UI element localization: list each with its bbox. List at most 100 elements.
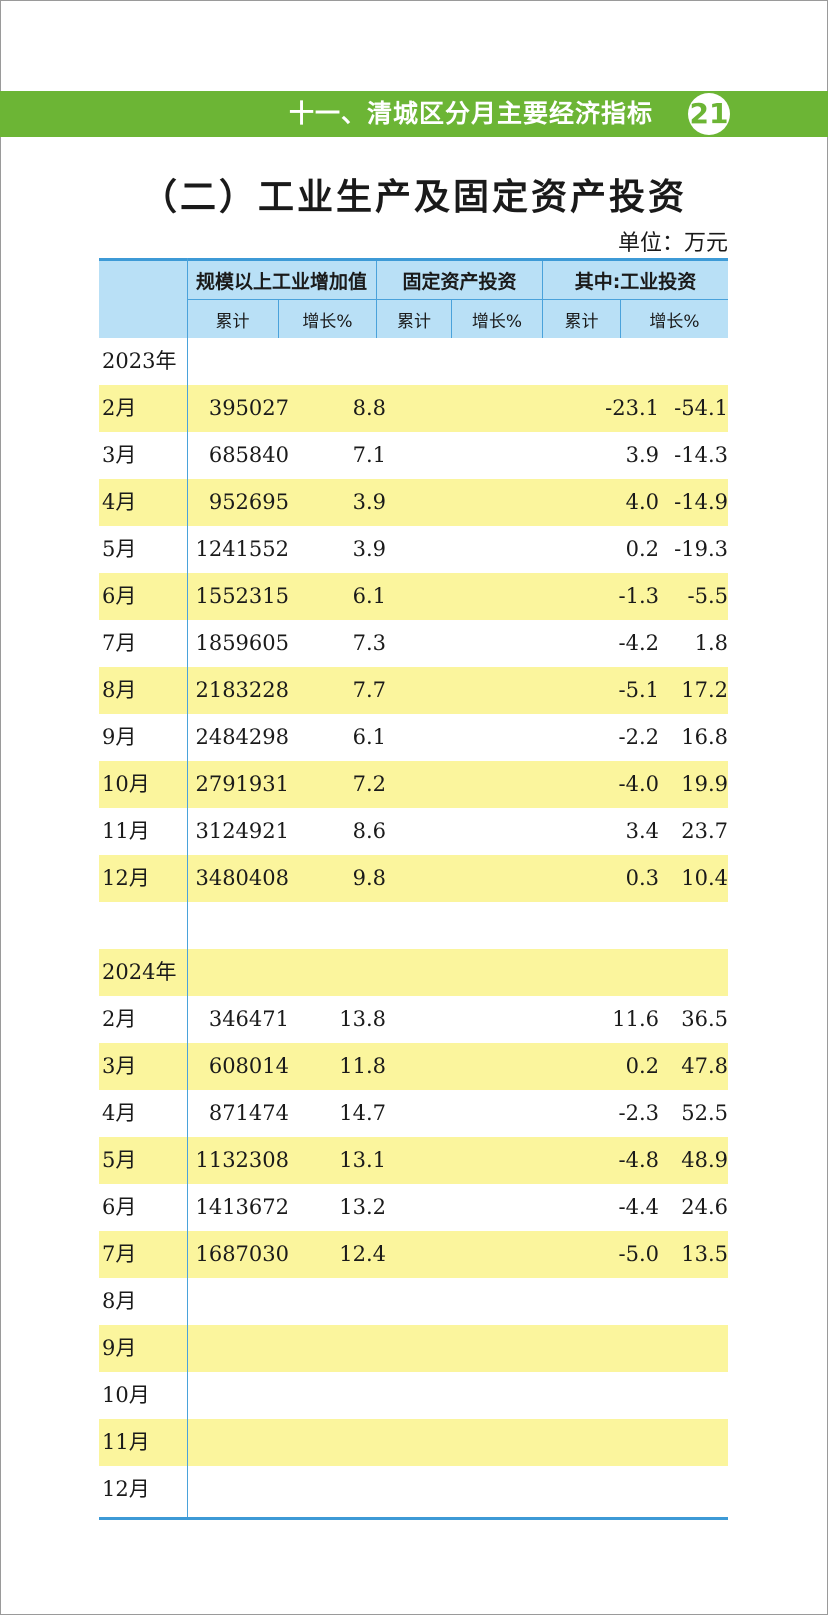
- row-label: 7月: [102, 631, 137, 655]
- row-label: 4月: [102, 490, 137, 514]
- cell-growth-value-added: 7.3: [352, 631, 386, 655]
- row-label: 2023年: [102, 349, 177, 373]
- row-label: 11月: [102, 819, 150, 843]
- cell-growth-value-added: 6.1: [352, 584, 386, 608]
- cell-growth-industrial-investment: 48.9: [681, 1148, 728, 1172]
- cell-growth-fixed-investment: -4.4: [618, 1195, 660, 1219]
- cell-growth-industrial-investment: [539, 1278, 728, 1325]
- table-row: 12月 3480408 9.8 0.3 10.4: [99, 855, 728, 902]
- row-label: 11月: [102, 1430, 150, 1454]
- cell-growth-value-added: 11.8: [339, 1054, 386, 1078]
- row-label: 3月: [102, 443, 137, 467]
- table-row: 7月 1687030 12.4 -5.0 13.5: [99, 1231, 728, 1278]
- cell-growth-fixed-investment: 3.4: [625, 819, 659, 843]
- cell-growth-industrial-investment: 47.8: [681, 1054, 728, 1078]
- subheader-cumulative-1: 累计: [215, 311, 250, 332]
- cell-growth-value-added: [289, 902, 386, 949]
- cell-growth-fixed-investment: -2.2: [618, 725, 660, 749]
- table-row: 3月 685840 7.1 3.9 -14.3: [99, 432, 728, 479]
- cell-cumulative-value-added: [190, 1372, 289, 1419]
- cell-growth-industrial-investment: [539, 1466, 728, 1513]
- cell-growth-fixed-investment: 3.9: [625, 443, 659, 467]
- label-column-divider: [187, 258, 188, 1518]
- cell-growth-fixed-investment: -4.8: [618, 1148, 660, 1172]
- cell-cumulative-value-added: 346471: [208, 1007, 289, 1031]
- cell-growth-industrial-investment: -14.3: [674, 443, 728, 467]
- cell-cumulative-value-added: 608014: [208, 1054, 289, 1078]
- cell-growth-industrial-investment: -54.1: [674, 396, 728, 420]
- cell-growth-industrial-investment: -14.9: [674, 490, 728, 514]
- table-row: 11月: [99, 1419, 728, 1466]
- cell-cumulative-value-added: 2183228: [195, 678, 289, 702]
- cell-cumulative-value-added: 3124921: [195, 819, 289, 843]
- row-label: 10月: [102, 772, 150, 796]
- subheader-cumulative-3: 累计: [542, 300, 620, 338]
- table-body: 2023年 2月 395027 8.8 -23.1 -54.1 3月 685840 7.1 3.9…: [99, 338, 728, 1513]
- page-title: （二）工业生产及固定资产投资: [140, 177, 687, 218]
- cell-cumulative-value-added: 1241552: [195, 537, 289, 561]
- cell-growth-value-added: 14.7: [339, 1101, 386, 1125]
- cell-growth-industrial-investment: 13.5: [681, 1242, 728, 1266]
- cell-growth-industrial-investment: 52.5: [681, 1101, 728, 1125]
- row-label: 4月: [102, 1101, 137, 1125]
- cell-growth-industrial-investment: 16.8: [681, 725, 728, 749]
- header-industrial-investment: 其中:工业投资: [542, 261, 728, 300]
- cell-cumulative-value-added: 952695: [208, 490, 289, 514]
- cell-cumulative-value-added: 1413672: [195, 1195, 289, 1219]
- cell-growth-value-added: 7.1: [352, 443, 386, 467]
- table-row: 7月 1859605 7.3 -4.2 1.8: [99, 620, 728, 667]
- cell-growth-industrial-investment: [539, 1419, 728, 1466]
- cell-growth-value-added: [289, 1372, 386, 1419]
- cell-growth-value-added: 13.8: [339, 1007, 386, 1031]
- cell-cumulative-value-added: 2484298: [195, 725, 289, 749]
- cell-cumulative-value-added: 685840: [208, 443, 289, 467]
- cell-growth-fixed-investment: 4.0: [625, 490, 659, 514]
- cell-growth-industrial-investment: 1.8: [694, 631, 728, 655]
- row-label: 3月: [102, 1054, 137, 1078]
- cell-growth-fixed-investment: -5.1: [618, 678, 660, 702]
- cell-growth-industrial-investment: 17.2: [681, 678, 728, 702]
- cell-growth-fixed-investment: -1.3: [618, 584, 660, 608]
- table-row: 12月: [99, 1466, 728, 1513]
- unit-label: 单位：万元: [617, 231, 728, 256]
- cell-growth-value-added: [289, 1419, 386, 1466]
- cell-cumulative-value-added: 2791931: [195, 772, 289, 796]
- cell-growth-industrial-investment: 19.9: [681, 772, 728, 796]
- cell-growth-value-added: 8.8: [352, 396, 386, 420]
- cell-cumulative-value-added: 1687030: [195, 1242, 289, 1266]
- row-label: 2月: [102, 1007, 137, 1031]
- cell-growth-value-added: 3.9: [352, 537, 386, 561]
- table-row: 10月 2791931 7.2 -4.0 19.9: [99, 761, 728, 808]
- row-label: [102, 902, 184, 949]
- cell-cumulative-value-added: 1859605: [195, 631, 289, 655]
- cell-growth-value-added: [289, 949, 386, 996]
- cell-cumulative-value-added: 1132308: [195, 1148, 289, 1172]
- cell-growth-industrial-investment: [539, 1325, 728, 1372]
- cell-growth-fixed-investment: -5.0: [618, 1242, 660, 1266]
- cell-growth-value-added: 3.9: [352, 490, 386, 514]
- row-label: 12月: [102, 1477, 150, 1501]
- cell-cumulative-value-added: [190, 949, 289, 996]
- cell-growth-value-added: [289, 338, 386, 385]
- cell-growth-fixed-investment: 0.2: [625, 1054, 659, 1078]
- cell-cumulative-value-added: 395027: [208, 396, 289, 420]
- row-label: 5月: [102, 537, 137, 561]
- table-header: 规模以上工业增加值 固定资产投资 其中:工业投资 累计 增长% 累计 增长% 累…: [99, 258, 728, 338]
- row-label: 6月: [102, 584, 137, 608]
- table-row: 2月 395027 8.8 -23.1 -54.1: [99, 385, 728, 432]
- cell-growth-fixed-investment: 0.2: [625, 537, 659, 561]
- table-row: 5月 1132308 13.1 -4.8 48.9: [99, 1137, 728, 1184]
- subheader-growth-1: 增长%: [278, 300, 376, 338]
- cell-growth-value-added: 13.2: [339, 1195, 386, 1219]
- cell-growth-fixed-investment: -4.0: [618, 772, 660, 796]
- table-row: 6月 1552315 6.1 -1.3 -5.5: [99, 573, 728, 620]
- cell-cumulative-value-added: [190, 1419, 289, 1466]
- cell-cumulative-value-added: 3480408: [195, 866, 289, 890]
- cell-growth-industrial-investment: [539, 902, 728, 949]
- data-table: 规模以上工业增加值 固定资产投资 其中:工业投资 累计 增长% 累计 增长% 累…: [99, 258, 728, 1513]
- cell-cumulative-value-added: 1552315: [195, 584, 289, 608]
- table-row: 10月: [99, 1372, 728, 1419]
- header-industrial-value-added: 规模以上工业增加值: [187, 261, 376, 300]
- table-row: 2023年: [99, 338, 728, 385]
- subheader-cumulative-2: 累计: [376, 300, 451, 338]
